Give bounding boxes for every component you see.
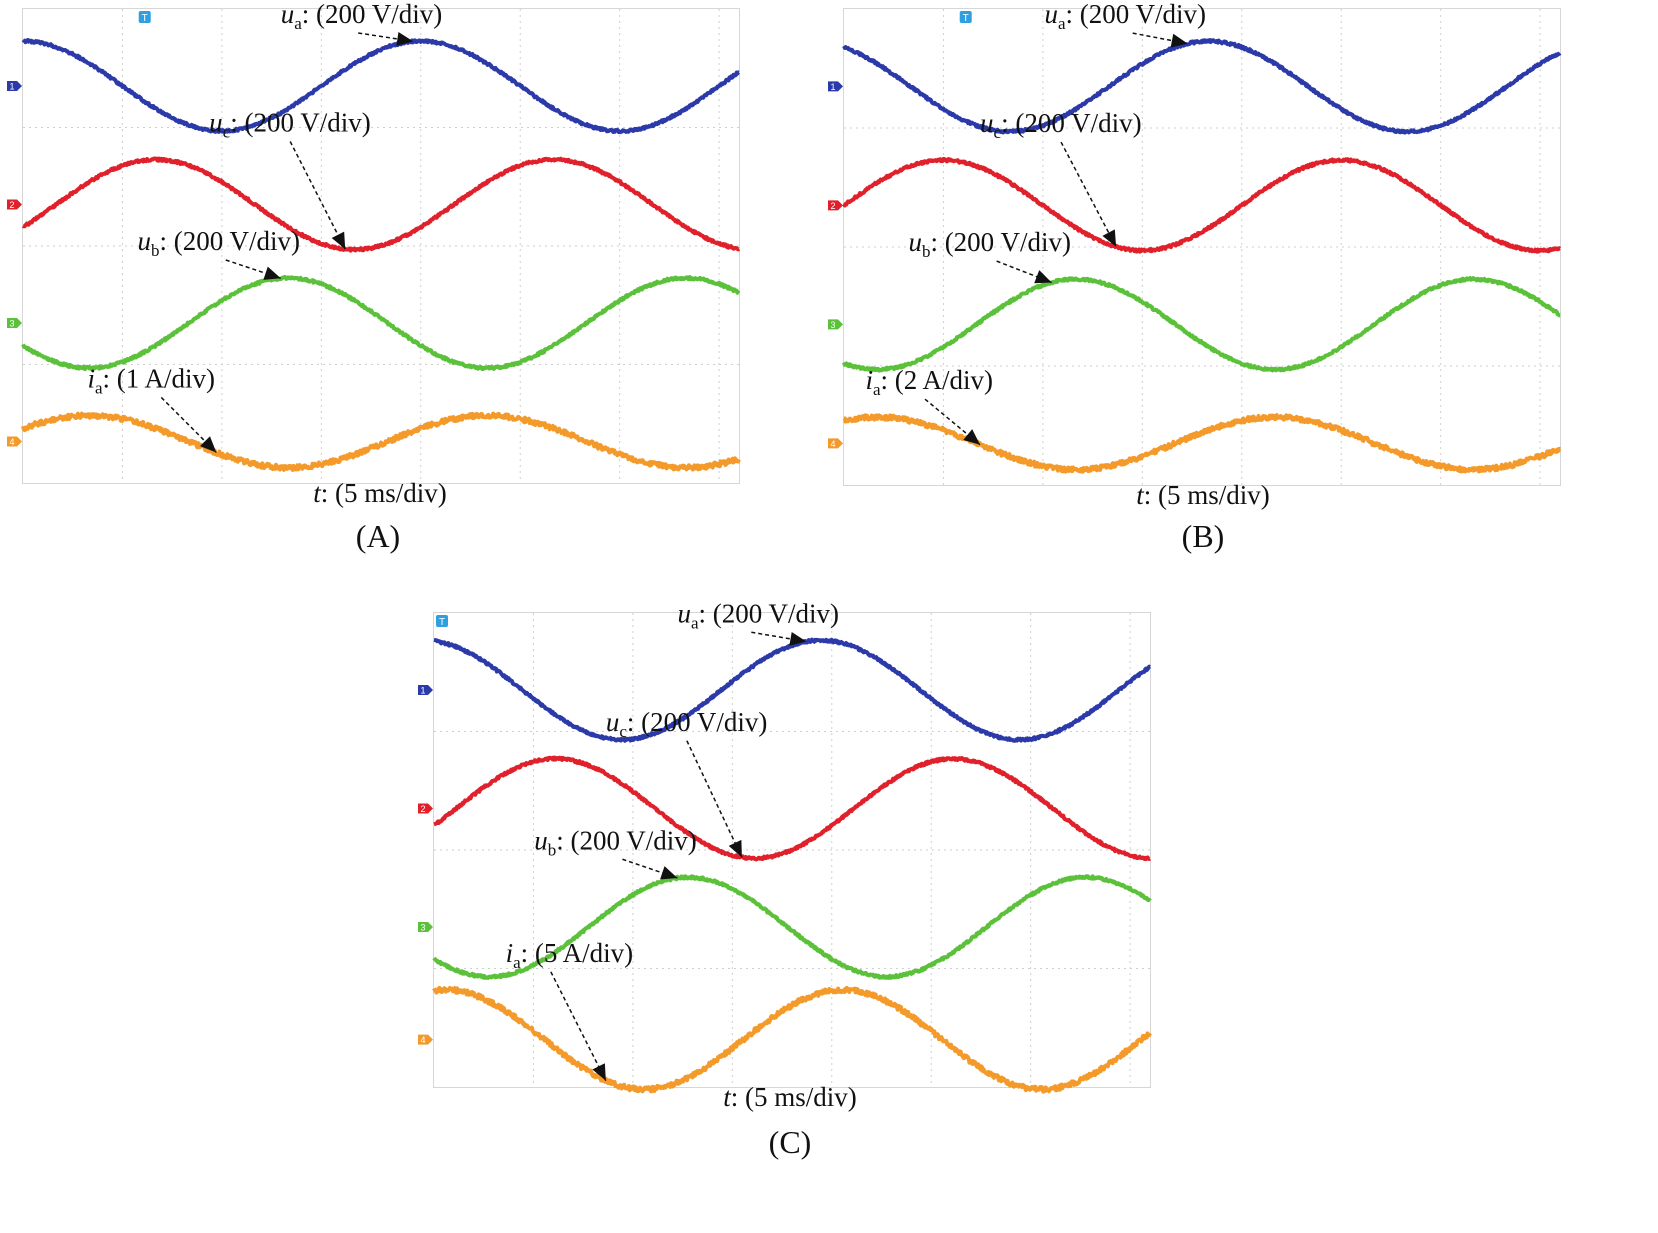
scope-plot-a: T 1 ua: (200 V/div) 2 uc: (200 V/div) 3 ub: (2… [7, 0, 741, 483]
trace-ua [432, 637, 1152, 743]
trace-label-ub: ub: (200 V/div) [534, 825, 697, 859]
trace-uc [432, 755, 1152, 862]
grid [844, 9, 1560, 485]
scope-plot-c: T 1 ua: (200 V/div) 2 uc: (200 V/div) 3 ub: (2… [418, 598, 1152, 1094]
svg-text:2: 2 [830, 201, 835, 211]
trace-uc [842, 156, 1562, 254]
svg-text:3: 3 [9, 319, 14, 329]
trace-ub [432, 874, 1152, 980]
trace-uc [21, 156, 741, 253]
channel-marker-4: 4 [7, 436, 22, 447]
svg-text:4: 4 [830, 439, 835, 449]
trace-ub [21, 274, 741, 372]
trace-label-ua: ua: (200 V/div) [281, 0, 443, 33]
trace-arrow-ua [1132, 32, 1188, 48]
trace-label-ia: ia: (5 A/div) [506, 938, 634, 972]
channel-marker-2: 2 [7, 199, 22, 210]
svg-text:1: 1 [9, 82, 14, 92]
trace-label-uc: uc: (200 V/div) [980, 108, 1142, 142]
scope-screen-a: T 1 ua: (200 V/div) 2 uc: (200 V/div) 3 ub: (2… [7, 0, 741, 484]
trace-label-ub: ub: (200 V/div) [138, 226, 301, 260]
svg-text:T: T [142, 13, 148, 24]
scope-plot-b: T 1 ua: (200 V/div) 2 uc: (200 V/div) 3 ub: (2… [828, 0, 1562, 485]
svg-text:2: 2 [420, 804, 425, 814]
x-axis-label-c: t: (5 ms/div) [723, 1082, 857, 1112]
trace-arrow-ia [550, 971, 607, 1081]
svg-text:2: 2 [9, 200, 14, 210]
trace-arrow-ub [225, 259, 281, 280]
scope-screen-c: T 1 ua: (200 V/div) 2 uc: (200 V/div) 3 ub: (2… [418, 598, 1152, 1094]
trace-ua [21, 38, 741, 135]
channel-marker-3: 3 [7, 318, 22, 329]
trace-label-uc: uc: (200 V/div) [209, 107, 371, 141]
x-axis-label-a: t: (5 ms/div) [313, 478, 447, 508]
trace-ia [842, 413, 1562, 474]
trigger-marker: T [959, 11, 972, 24]
trace-arrow-ua [751, 631, 807, 646]
svg-text:3: 3 [830, 320, 835, 330]
trace-label-ia: ia: (1 A/div) [87, 363, 215, 397]
trace-arrow-ia [160, 396, 217, 454]
channel-marker-2: 2 [828, 200, 843, 211]
trace-arrow-uc [686, 740, 743, 858]
trace-ia [432, 985, 1152, 1094]
channel-marker-2: 2 [418, 803, 433, 814]
panel-label-b: (B) [1181, 518, 1225, 554]
trace-arrow-uc [1060, 141, 1117, 248]
trace-arrow-ub [622, 858, 678, 880]
trace-arrow-ia [924, 398, 981, 446]
trace-label-uc: uc: (200 V/div) [606, 707, 768, 741]
trigger-marker: T [436, 615, 448, 628]
trace-ia [21, 411, 741, 472]
trace-ua [842, 38, 1562, 135]
trace-label-ia: ia: (2 A/div) [865, 365, 993, 399]
svg-text:1: 1 [830, 82, 835, 92]
svg-text:3: 3 [420, 923, 425, 933]
panel-label-a: (A) [355, 518, 401, 554]
trace-arrow-ub [996, 260, 1052, 284]
trace-arrow-uc [289, 141, 346, 250]
channel-marker-1: 1 [828, 81, 843, 92]
svg-text:1: 1 [420, 686, 425, 696]
channel-marker-3: 3 [418, 922, 433, 933]
svg-text:4: 4 [420, 1035, 425, 1045]
trace-arrow-ua [358, 32, 414, 46]
panel-label-c: (C) [768, 1124, 812, 1160]
trace-ub [842, 276, 1562, 373]
channel-marker-3: 3 [828, 319, 843, 330]
channel-marker-1: 1 [418, 685, 433, 696]
x-axis-label-b: t: (5 ms/div) [1136, 480, 1270, 510]
svg-text:T: T [439, 617, 445, 628]
scope-screen-b: T 1 ua: (200 V/div) 2 uc: (200 V/div) 3 ub: (2… [828, 0, 1562, 486]
channel-marker-4: 4 [418, 1034, 433, 1045]
trace-label-ua: ua: (200 V/div) [677, 598, 839, 632]
channel-marker-4: 4 [828, 438, 843, 449]
channel-marker-1: 1 [7, 81, 22, 92]
trace-label-ub: ub: (200 V/div) [908, 227, 1070, 261]
svg-text:T: T [963, 13, 969, 24]
trigger-marker: T [138, 11, 151, 24]
svg-text:4: 4 [9, 437, 14, 447]
grid [434, 613, 1150, 1087]
trace-label-ua: ua: (200 V/div) [1044, 0, 1206, 33]
